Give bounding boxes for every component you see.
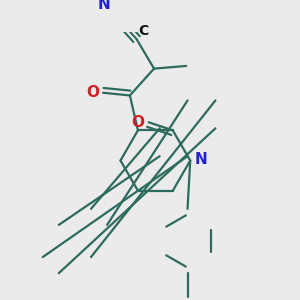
Text: N: N: [194, 152, 207, 167]
Text: C: C: [138, 24, 148, 38]
Text: N: N: [98, 0, 111, 12]
Text: O: O: [86, 85, 99, 100]
Text: O: O: [132, 115, 145, 130]
